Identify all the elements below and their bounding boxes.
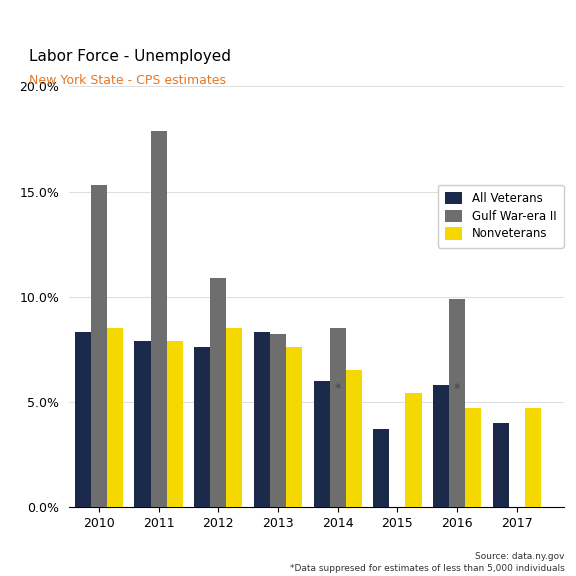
Bar [433,385,449,507]
Bar [75,332,91,507]
Bar [449,299,465,507]
Bar [107,328,123,507]
Bar [313,381,329,507]
Bar [373,429,389,507]
Bar [91,185,107,507]
Bar [134,341,150,507]
Bar [194,347,210,507]
Text: Source: data.ny.gov
*Data suppresed for estimates of less than 5,000 individuals: Source: data.ny.gov *Data suppresed for … [290,552,564,573]
Text: Labor Force - Unemployed: Labor Force - Unemployed [29,48,232,63]
Bar [226,328,242,507]
Bar [329,328,346,507]
Bar [254,332,270,507]
Bar [210,278,226,507]
Legend: All Veterans, Gulf War-era II, Nonveterans: All Veterans, Gulf War-era II, Nonvetera… [438,185,563,248]
Text: New York State - CPS estimates: New York State - CPS estimates [29,74,226,87]
Bar [286,347,302,507]
Bar [166,341,183,507]
Bar [270,335,286,507]
Bar [346,370,362,507]
Bar [406,393,422,507]
Text: *: * [454,382,460,396]
Text: *: * [335,382,341,396]
Bar [150,131,166,507]
Bar [492,423,509,507]
Bar [525,408,541,507]
Bar [465,408,481,507]
